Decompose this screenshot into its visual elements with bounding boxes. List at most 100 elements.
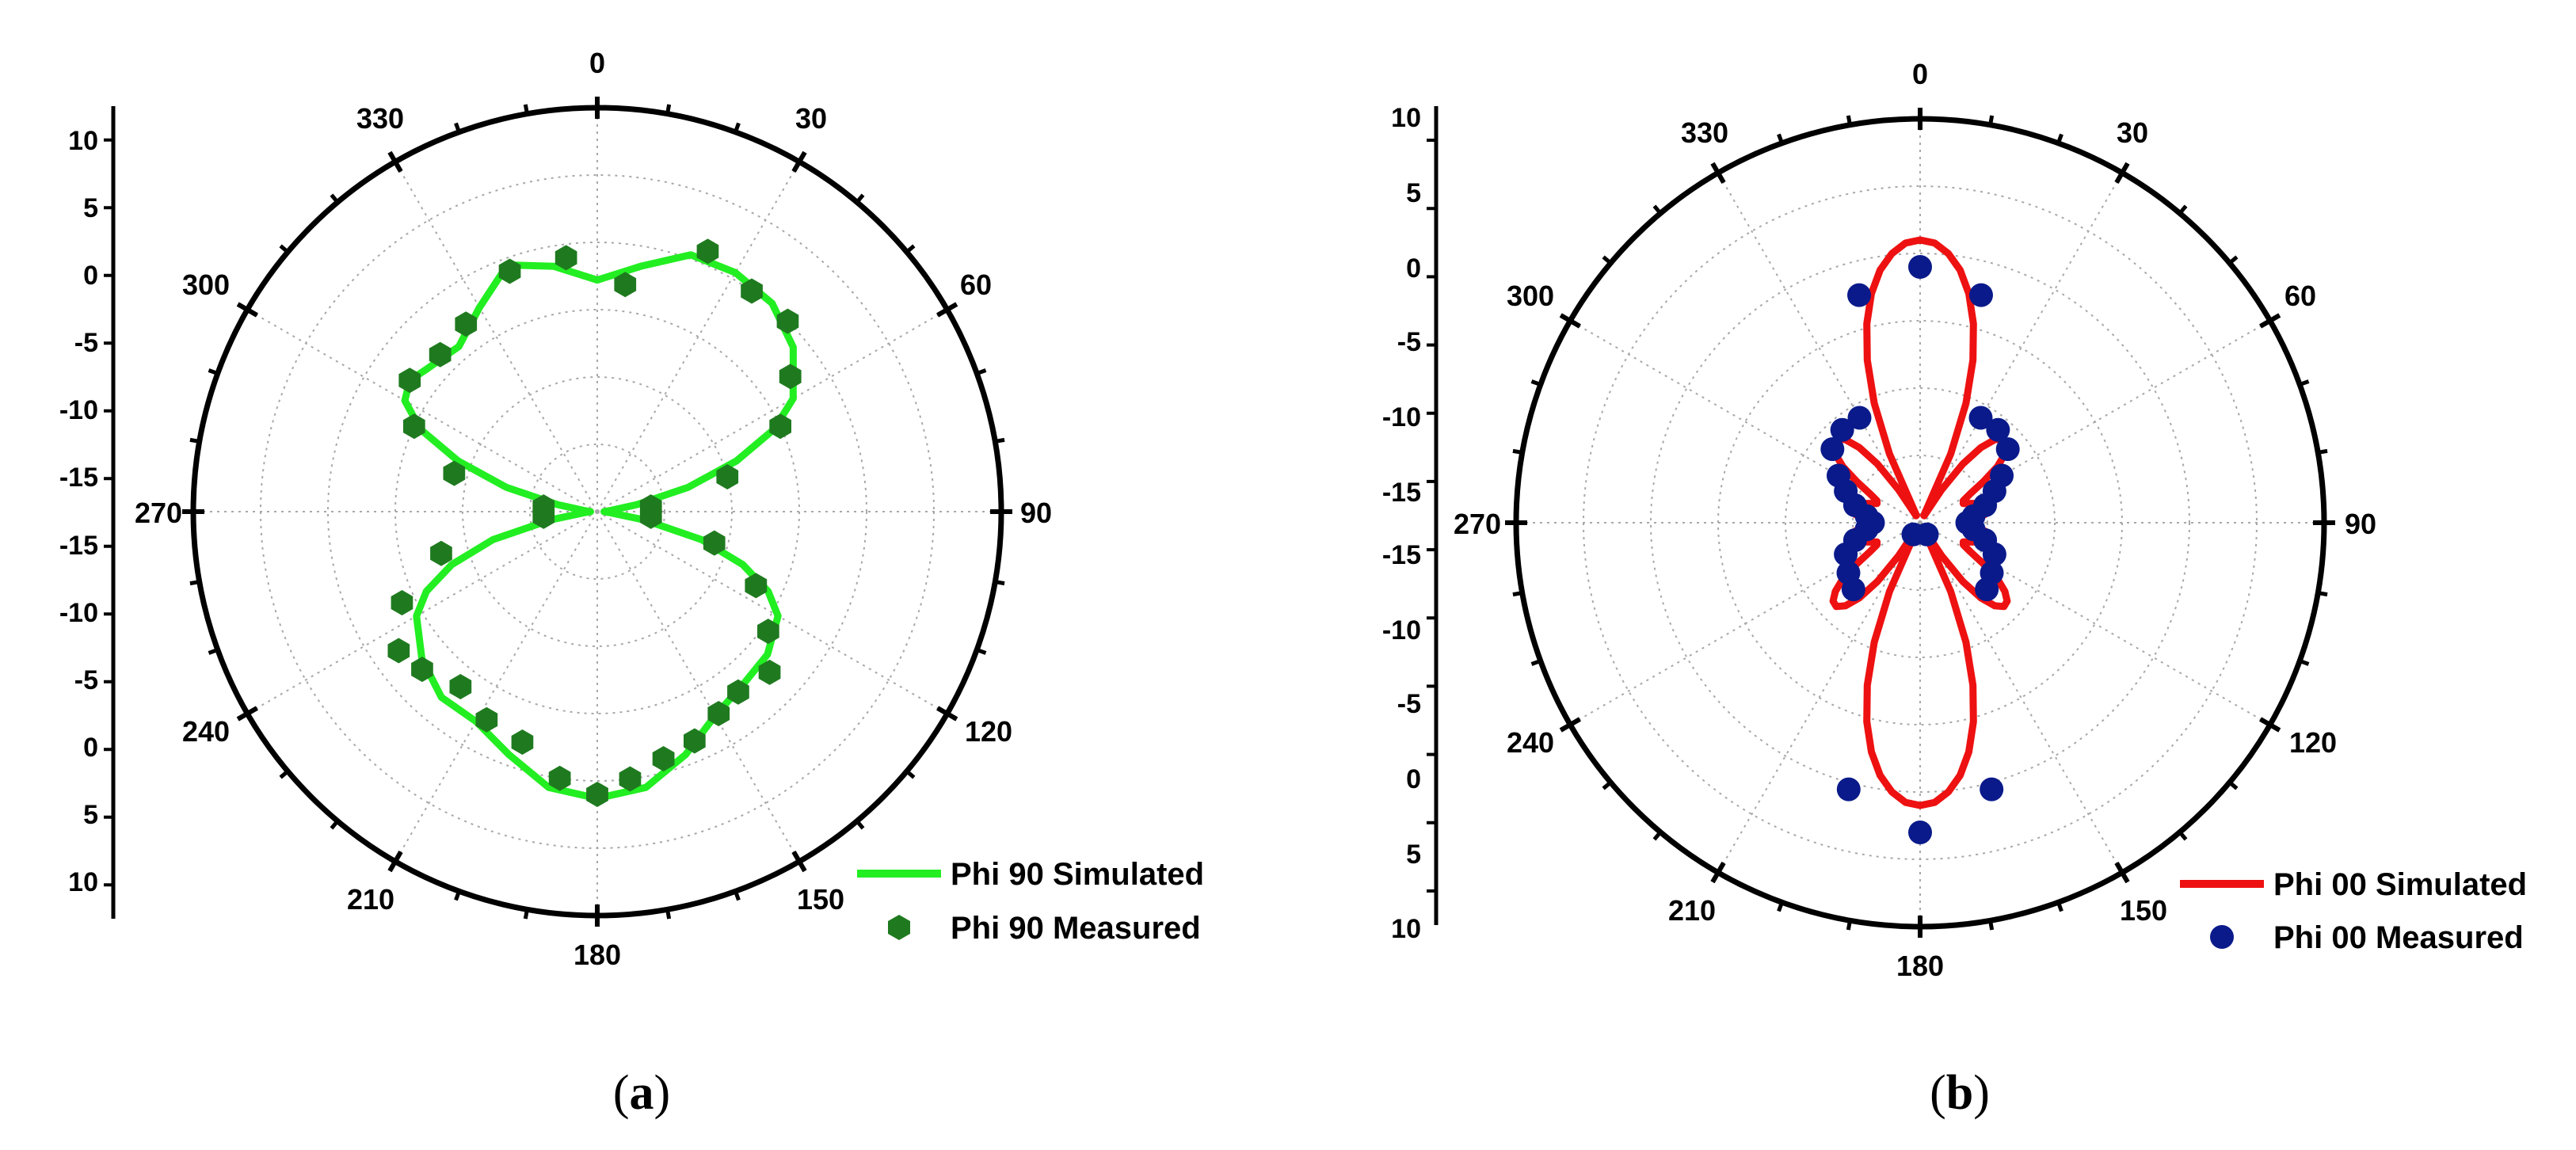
panel-a-angle-label-90: 90 bbox=[1020, 497, 1052, 529]
panel-a-ring-tick bbox=[523, 104, 529, 115]
panel-a-legend-sim-label: Phi 90 Simulated bbox=[951, 857, 1204, 892]
panel-b-grid-spoke bbox=[1919, 522, 2271, 725]
panel-a-measured-point bbox=[403, 413, 425, 440]
panel-a-measured-point bbox=[455, 311, 478, 337]
panel-b-measured-point bbox=[1836, 561, 1861, 585]
panel-a-measured-point bbox=[776, 308, 799, 334]
panel-b-ring-tick bbox=[1559, 717, 1581, 733]
panel-b-ring-tick bbox=[1846, 115, 1852, 126]
panel-b-r-tick-bot-5: 5 bbox=[1406, 840, 1421, 870]
panel-b-caption-letter: b bbox=[1946, 1066, 1973, 1120]
panel-b-grid-spoke bbox=[1569, 522, 1921, 725]
panel-a-grid-spoke bbox=[596, 511, 948, 714]
panel-b-grid-spoke bbox=[1569, 320, 1921, 524]
panel-a-angle-label-60: 60 bbox=[960, 268, 992, 301]
panel-b-r-tick-bot-m10: -10 bbox=[1382, 615, 1421, 645]
panel-a-r-tick-top-m10: -10 bbox=[59, 395, 98, 425]
panel-b-angle-label-210: 210 bbox=[1668, 894, 1716, 927]
panel-b-angle-label-90: 90 bbox=[2345, 508, 2376, 540]
panel-a-grid-circle bbox=[529, 444, 665, 580]
panel-b-r-tick-top-m10: -10 bbox=[1382, 402, 1421, 432]
panel-a-ring-tick bbox=[236, 302, 258, 318]
panel-a-grid-spoke bbox=[596, 511, 800, 862]
panel-b-ring-tick bbox=[1988, 920, 1995, 931]
panel-b-ring-tick bbox=[2056, 901, 2063, 912]
panel-a-grid-spoke bbox=[394, 161, 598, 512]
panel-a-measured-point bbox=[586, 782, 608, 807]
panel-b-ring-tick bbox=[2317, 591, 2328, 597]
panel-b-angle-label-60: 60 bbox=[2284, 280, 2316, 312]
panel-a-ring-tick bbox=[976, 648, 987, 655]
panel-a-grid-spoke bbox=[596, 161, 800, 512]
panel-b-ring-tick bbox=[2228, 780, 2239, 790]
panel-b-ring-tick bbox=[2178, 204, 2188, 215]
panel-a-series bbox=[387, 238, 802, 807]
panel-b-measured-point bbox=[1908, 255, 1932, 279]
panel-a-grid-spoke bbox=[246, 309, 598, 512]
panel-b-angle-label-0: 0 bbox=[1912, 58, 1928, 90]
panel-a-caption-letter: a bbox=[630, 1066, 654, 1120]
panel-a-ring-tick bbox=[791, 851, 807, 873]
panel-a-grid-circle bbox=[462, 376, 733, 647]
panel-a-grid-spoke bbox=[394, 511, 598, 862]
panel-a-measured-point bbox=[511, 729, 534, 755]
panel-b-ring-tick bbox=[1512, 591, 1523, 597]
panel-a-measured-point bbox=[758, 659, 781, 685]
panel-b-ring-tick bbox=[1559, 313, 1581, 329]
panel-a-measured-point bbox=[614, 272, 637, 298]
panel-a-ring-tick bbox=[454, 890, 461, 901]
panel-a-r-tick-bot-5: 5 bbox=[83, 800, 98, 830]
panel-a-measured-point bbox=[639, 503, 662, 529]
panel-a-ring-tick bbox=[189, 580, 200, 586]
panel-a-angle-label-300: 300 bbox=[182, 268, 230, 301]
panel-a-caption: (a) bbox=[613, 1066, 670, 1120]
panel-a-ring-tick bbox=[734, 122, 741, 133]
panel-b-ring-tick bbox=[1602, 780, 1612, 790]
panel-b-caption: (b) bbox=[1930, 1066, 1990, 1120]
panel-b-r-tick-top-m5: -5 bbox=[1397, 327, 1421, 357]
panel-a-measured-point bbox=[430, 540, 452, 566]
panel-a-r-tick-bot-m5: -5 bbox=[74, 665, 98, 695]
panel-a-measured-point bbox=[391, 590, 413, 615]
panel-a-angle-label-120: 120 bbox=[965, 715, 1012, 748]
panel-a-measured-point bbox=[707, 701, 730, 726]
panel-a-measured-point bbox=[429, 341, 452, 367]
panel-a-ring-tick bbox=[279, 769, 289, 779]
panel-b-ring-tick bbox=[1777, 901, 1784, 912]
panel-a-ring-tick bbox=[994, 580, 1005, 586]
panel-a-ring-tick bbox=[279, 244, 289, 254]
panel-a-r-tick-top-0: 0 bbox=[83, 261, 98, 291]
panel-a-r-tick-bot-m15: -15 bbox=[59, 531, 98, 561]
panel-a-measured-point bbox=[498, 258, 521, 284]
panel-b-angle-label-150: 150 bbox=[2120, 894, 2167, 927]
panel-a-ring-tick bbox=[936, 302, 958, 318]
panel-a-measured-point bbox=[411, 657, 433, 683]
panel-a-ring-tick bbox=[976, 368, 987, 375]
panel-a-ring-tick bbox=[523, 908, 529, 920]
panel-a-measured-point bbox=[398, 367, 421, 394]
panel-a-r-tick-top-m15: -15 bbox=[59, 463, 98, 493]
panel-a-ring-tick bbox=[905, 244, 916, 254]
panel-b-grid-circle bbox=[1852, 455, 1988, 591]
panel-b-polar-chart: 0 30 60 90 120 150 180 210 240 270 300 3… bbox=[1382, 58, 2527, 1120]
panel-b-r-tick-bot-0: 0 bbox=[1406, 764, 1421, 794]
panel-b-ring-tick bbox=[2114, 862, 2130, 884]
panel-b-angle-label-180: 180 bbox=[1896, 950, 1944, 982]
panel-a-angle-label-0: 0 bbox=[589, 47, 605, 79]
panel-b-r-tick-bot-m15: -15 bbox=[1382, 540, 1421, 570]
panel-b-grid-spoke bbox=[1919, 522, 2123, 874]
panel-b-ring-tick bbox=[2056, 133, 2063, 144]
panel-b-measured-point bbox=[1982, 542, 2006, 566]
panel-b-angle-label-300: 300 bbox=[1507, 280, 1554, 312]
panel-a-r-tick-bot-m10: -10 bbox=[59, 598, 98, 628]
panel-b-measured-point bbox=[1901, 522, 1926, 546]
panel-a-legend-meas-label: Phi 90 Measured bbox=[951, 911, 1201, 946]
panel-b-measured-point bbox=[1826, 463, 1850, 488]
panel-a-measured-point bbox=[745, 573, 768, 599]
panel-a-ring-tick bbox=[994, 437, 1005, 444]
panel-b-legend-meas-marker bbox=[2210, 925, 2234, 949]
panel-a-measured-point bbox=[619, 766, 642, 792]
panel-b-ring-tick bbox=[2259, 313, 2281, 329]
panel-a-ring-tick bbox=[665, 104, 672, 115]
